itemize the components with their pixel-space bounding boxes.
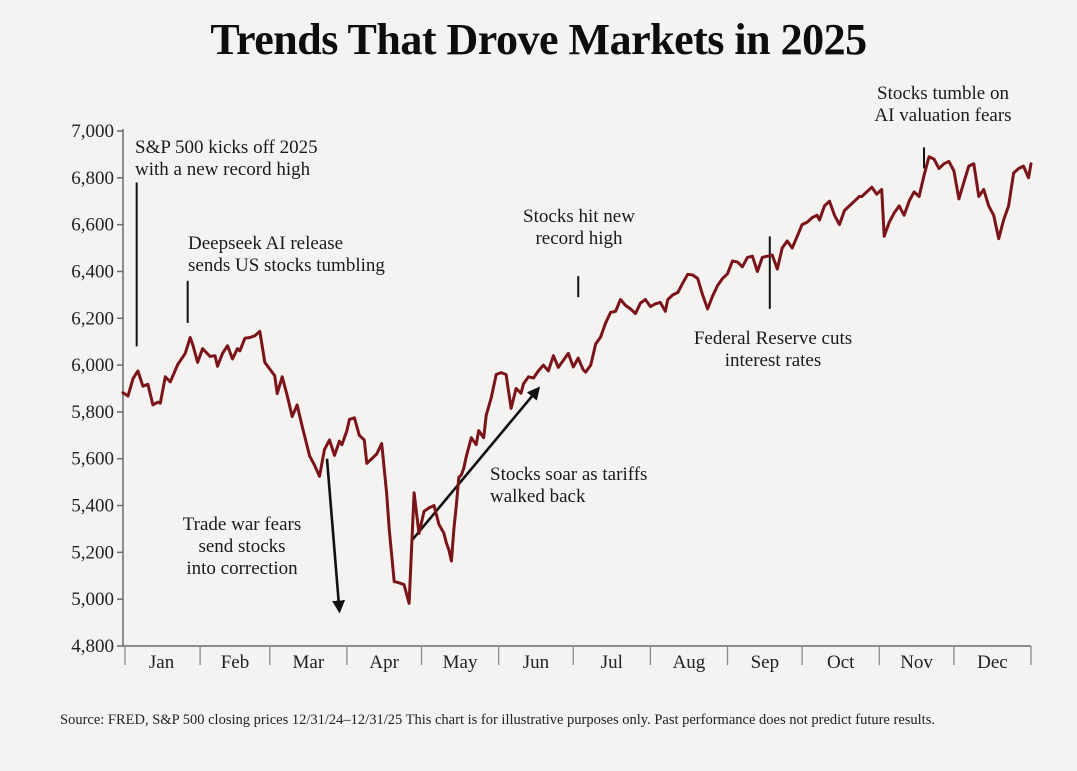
x-tick-label: Jun: [523, 652, 550, 673]
y-tick-label: 5,200: [71, 542, 114, 563]
x-tick-label: Aug: [673, 652, 706, 673]
annotation-text: record high: [535, 228, 623, 249]
y-tick-label: 6,000: [71, 355, 114, 376]
annotation-text: interest rates: [725, 350, 822, 371]
y-tick-label: 5,400: [71, 496, 114, 517]
arrow-up-icon: [410, 386, 541, 542]
y-tick-label: 5,000: [71, 589, 114, 610]
annotation-text: S&P 500 kicks off 2025: [135, 137, 318, 158]
axes: 4,800 5,000 5,200 5,400 5,600 5,800 6,000 6,200…: [71, 121, 1032, 673]
annotation-text: Federal Reserve cuts: [694, 328, 852, 349]
y-tick-label: 6,400: [71, 261, 114, 282]
annotation-text: sends US stocks tumbling: [188, 255, 385, 276]
series-line-sp500: [121, 155, 1033, 605]
source-footnote: Source: FRED, S&P 500 closing prices 12/…: [60, 712, 935, 728]
y-tick-label: 6,600: [71, 215, 114, 236]
annotation-text: Stocks soar as tariffs: [490, 464, 647, 485]
annotation-text: walked back: [490, 486, 586, 507]
x-tick-label: Jan: [149, 652, 175, 673]
x-tick-label: Oct: [827, 652, 855, 673]
annotation-text: Deepseek AI release: [188, 233, 343, 254]
annotation-text: Stocks hit new: [523, 206, 635, 227]
y-tick-label: 6,800: [71, 168, 114, 189]
chart-title: Trends That Drove Markets in 2025: [210, 15, 867, 64]
series-layer: [121, 155, 1033, 605]
x-tick-label: Mar: [293, 652, 325, 673]
x-tick-label: Nov: [900, 652, 933, 673]
annotation-text: Stocks tumble on: [877, 83, 1009, 104]
x-tick-label: Dec: [977, 652, 1008, 673]
y-tick-label: 4,800: [71, 636, 114, 657]
annotation-text: send stocks: [198, 536, 285, 557]
x-tick-label: Sep: [751, 652, 780, 673]
y-tick-label: 5,600: [71, 449, 114, 470]
annotation-text: with a new record high: [135, 159, 311, 180]
x-tick-label: Apr: [369, 652, 399, 673]
x-tick-label: Jul: [601, 652, 623, 673]
y-tick-label: 7,000: [71, 121, 114, 142]
x-tick-label: May: [443, 652, 478, 673]
y-tick-label: 6,200: [71, 308, 114, 329]
annotation-text: Trade war fears: [183, 514, 302, 535]
y-tick-label: 5,800: [71, 402, 114, 423]
annotation-text: into correction: [186, 558, 298, 579]
line-chart: 4,800 5,000 5,200 5,400 5,600 5,800 6,000 6,200…: [71, 83, 1033, 673]
arrow-down-icon: [325, 458, 346, 614]
x-tick-label: Feb: [221, 652, 250, 673]
annotation-text: AI valuation fears: [874, 105, 1011, 126]
